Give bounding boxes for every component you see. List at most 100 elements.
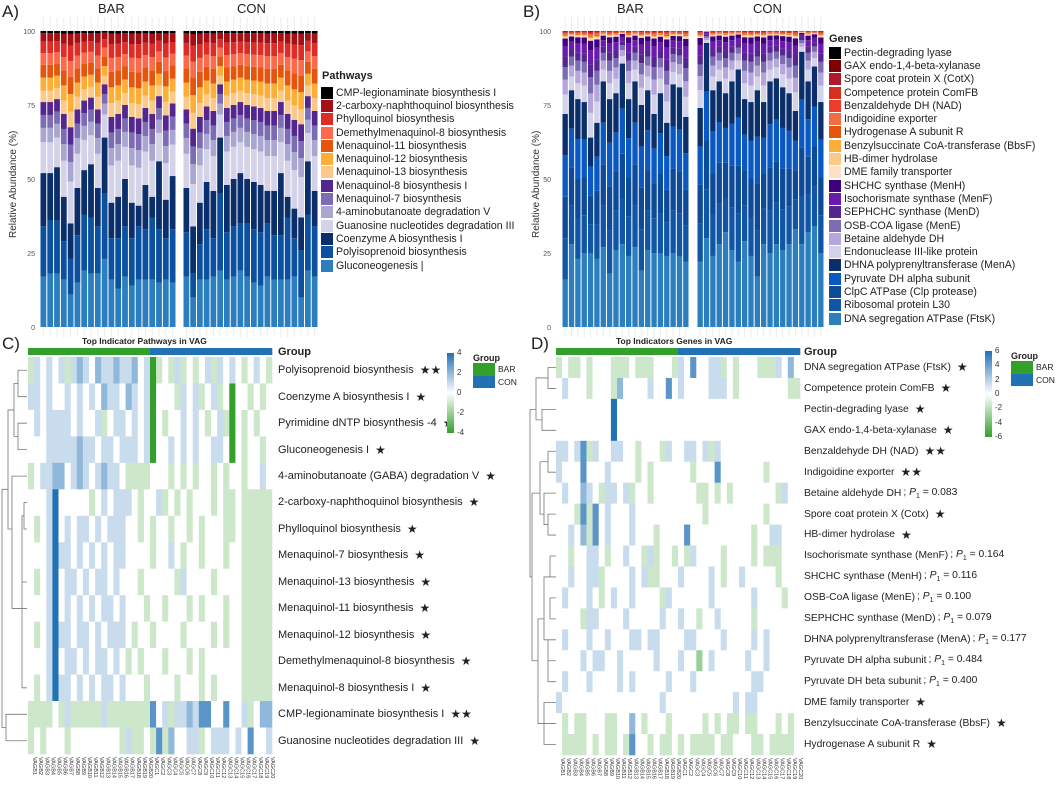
heatmap-cell xyxy=(610,650,618,672)
heatmap-cell xyxy=(28,489,35,517)
bar-segment xyxy=(773,119,780,162)
bar-segment xyxy=(645,130,651,171)
bar-segment xyxy=(284,160,291,197)
heatmap-cell xyxy=(192,357,200,384)
bar-segment xyxy=(251,42,257,55)
group-legend-label: CON xyxy=(498,376,517,387)
heatmap-cell xyxy=(76,701,84,728)
heatmap-cell xyxy=(82,701,90,728)
bar-segment xyxy=(626,43,632,53)
bar-segment xyxy=(284,113,291,129)
bar-segment xyxy=(122,276,128,327)
heatmap-cell xyxy=(775,608,782,630)
heatmap-cell xyxy=(562,566,569,588)
column-label: VAGC4 xyxy=(699,758,705,776)
heatmap-cell xyxy=(726,419,734,442)
bar-segment xyxy=(716,46,722,53)
heatmap-cell xyxy=(247,357,254,384)
bar-segment xyxy=(156,229,162,283)
heatmap-cell xyxy=(641,692,648,714)
heatmap-cell xyxy=(617,566,624,588)
bar-segment xyxy=(47,31,54,34)
heatmap-cell xyxy=(192,542,200,570)
column-label: VAGC7 xyxy=(718,758,724,776)
heatmap-cell xyxy=(211,568,218,596)
heatmap-cell xyxy=(95,409,102,437)
heatmap-cell xyxy=(769,419,776,442)
heatmap-cell xyxy=(586,377,593,400)
bar-segment xyxy=(81,214,88,271)
heatmap-cell xyxy=(82,489,90,517)
heatmap-cell xyxy=(217,357,224,384)
heatmap-cell xyxy=(623,398,630,421)
heatmap-cell xyxy=(204,727,212,755)
heatmap-cell xyxy=(592,440,599,463)
bar-segment xyxy=(251,282,257,327)
bar-segment xyxy=(741,70,748,84)
heatmap-cell xyxy=(562,398,569,421)
heatmap-cell xyxy=(241,489,248,517)
heatmap-cell xyxy=(708,440,715,463)
bar-segment xyxy=(575,70,581,84)
bar-segment xyxy=(94,226,101,274)
heatmap-cell xyxy=(223,409,230,437)
bar-segment xyxy=(108,132,115,149)
bar-segment xyxy=(626,37,632,44)
heatmap-cell xyxy=(714,503,721,525)
heatmap-cell xyxy=(131,462,139,490)
heatmap-cell xyxy=(586,545,593,567)
bar-segment xyxy=(203,42,210,55)
bar-segment xyxy=(88,164,94,218)
p-symbol: P xyxy=(934,654,942,666)
group-annotation-cell xyxy=(143,348,151,355)
bar-segment xyxy=(645,32,651,34)
bar-segment xyxy=(632,247,638,327)
heatmap-cell xyxy=(125,568,132,596)
heatmap-cell xyxy=(204,357,212,384)
bar-segment xyxy=(754,33,760,34)
heatmap-cell xyxy=(665,482,673,504)
bar-segment xyxy=(818,253,824,327)
heatmap-cell xyxy=(726,398,734,421)
bar-segment xyxy=(210,43,217,57)
bar-segment xyxy=(197,132,203,149)
bar-segment xyxy=(284,85,291,101)
heatmap-cell xyxy=(617,545,624,567)
heatmap-cell xyxy=(143,383,151,411)
column-label: VAGC17 xyxy=(251,757,257,778)
significance-stars: ★★ xyxy=(419,363,442,378)
heatmap-cell xyxy=(198,383,206,411)
heatmap-cell xyxy=(174,357,181,384)
heatmap-cell xyxy=(678,503,685,525)
bar-segment xyxy=(799,37,805,40)
bar-segment xyxy=(780,127,786,169)
column-label: VAGC20 xyxy=(797,758,803,779)
heatmap-cell xyxy=(574,713,581,735)
heatmap-cell xyxy=(775,566,782,588)
heatmap-cell xyxy=(70,648,78,675)
heatmap-cell xyxy=(598,692,606,714)
heatmap-cell xyxy=(793,357,801,379)
heatmap-cell xyxy=(647,734,654,756)
bar-segment xyxy=(805,34,811,35)
bar-segment xyxy=(773,67,780,79)
bar-segment xyxy=(600,34,606,36)
heatmap-cell xyxy=(168,568,175,596)
heatmap-cell xyxy=(168,648,175,675)
bar-segment xyxy=(291,276,298,327)
legend-item: Coenzyme A biosynthesis I xyxy=(321,232,514,245)
heatmap-cell xyxy=(580,524,587,546)
heatmap-cell xyxy=(665,357,673,379)
legend-swatch xyxy=(321,166,333,179)
heatmap-cell xyxy=(647,440,654,463)
bar-segment xyxy=(40,41,47,54)
heatmap-cell xyxy=(64,462,71,490)
column-label: VAGC15 xyxy=(238,757,244,778)
bar-segment xyxy=(230,66,237,80)
heatmap-cell xyxy=(781,608,789,630)
heatmap-cell xyxy=(143,648,151,675)
heatmap-cell xyxy=(757,419,764,442)
bar-segment xyxy=(792,77,799,93)
heatmap-cell xyxy=(46,542,53,570)
heatmap-cell xyxy=(556,545,563,567)
